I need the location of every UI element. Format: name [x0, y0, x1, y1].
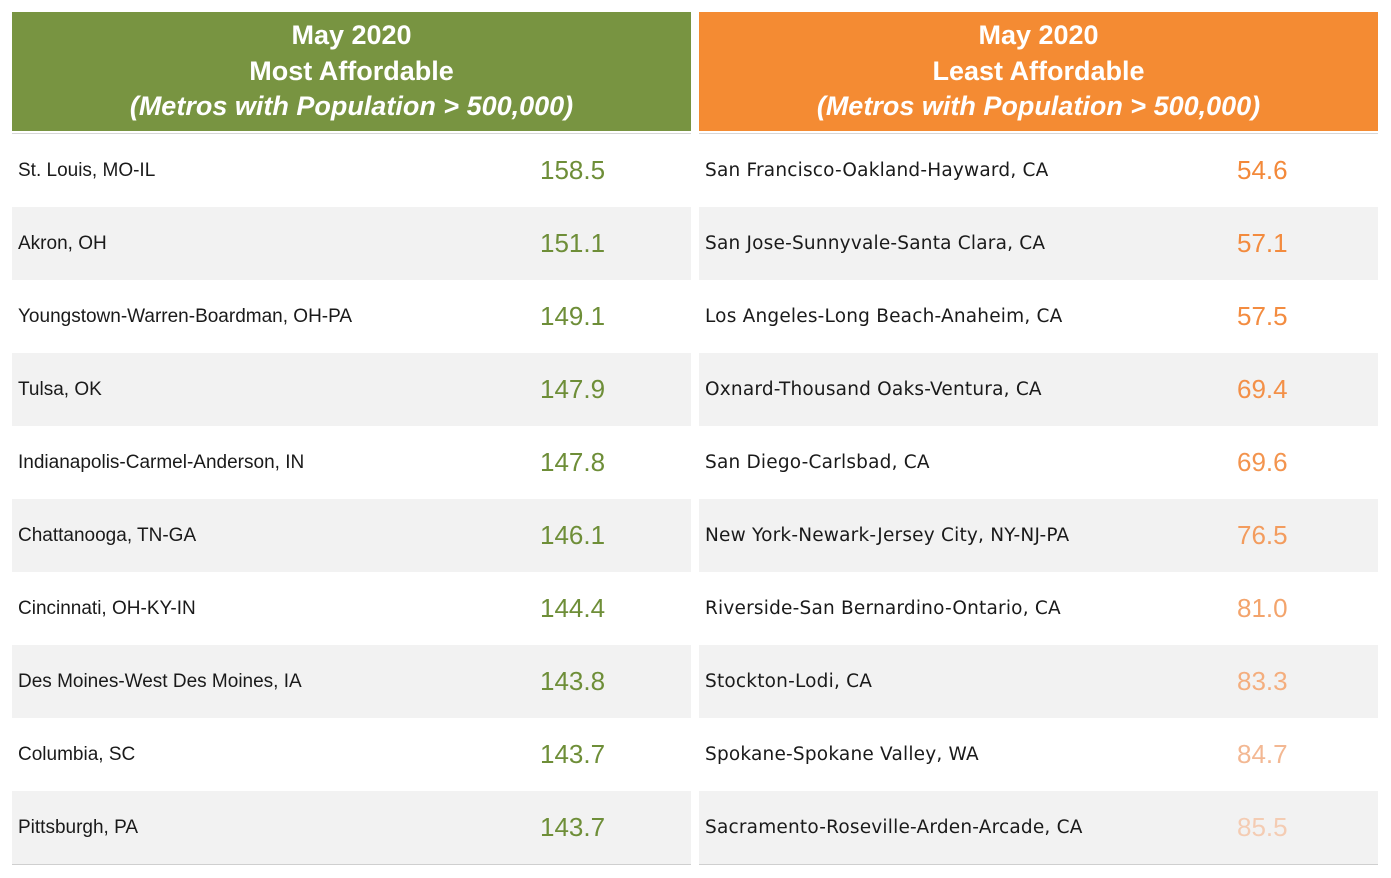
table-row: Chattanooga, TN-GA 146.1: [12, 499, 691, 572]
header-gap: [12, 131, 691, 133]
metro-name: Riverside-San Bernardino-Ontario, CA: [705, 598, 1061, 619]
table-row: Pittsburgh, PA 143.7: [12, 791, 691, 864]
most-affordable-header: May 2020 Most Affordable (Metros with Po…: [12, 12, 691, 131]
table-row: San Diego-Carlsbad, CA 69.6: [699, 426, 1378, 499]
least-affordable-header: May 2020 Least Affordable (Metros with P…: [699, 12, 1378, 131]
affordability-index-value: 81.0: [1237, 593, 1288, 623]
affordability-index-value: 54.6: [1237, 155, 1288, 185]
least-affordable-title-line3: (Metros with Population > 500,000): [816, 91, 1261, 121]
bottom-divider: [12, 864, 691, 865]
table-row: Columbia, SC 143.7: [12, 718, 691, 791]
metro-name: Chattanooga, TN-GA: [18, 525, 197, 546]
table-row: Tulsa, OK 147.9: [12, 353, 691, 426]
table-row: Des Moines-West Des Moines, IA 143.8: [12, 645, 691, 718]
most-affordable-rows: St. Louis, MO-IL 158.5 Akron, OH 151.1 Young…: [12, 134, 691, 864]
affordability-index-value: 143.7: [540, 812, 606, 842]
metro-name: San Jose-Sunnyvale-Santa Clara, CA: [705, 233, 1046, 254]
affordability-index-value: 149.1: [540, 301, 606, 331]
table-row: Spokane-Spokane Valley, WA 84.7: [699, 718, 1378, 791]
metro-name: St. Louis, MO-IL: [18, 160, 156, 181]
metro-name: Youngstown-Warren-Boardman, OH-PA: [18, 306, 353, 327]
table-row: St. Louis, MO-IL 158.5: [12, 134, 691, 207]
least-affordable-rows: San Francisco-Oakland-Hayward, CA 54.6 San…: [699, 134, 1378, 864]
bottom-divider: [699, 864, 1378, 865]
metro-name: Indianapolis-Carmel-Anderson, IN: [18, 452, 305, 473]
metro-name: Des Moines-West Des Moines, IA: [18, 671, 302, 692]
affordability-index-value: 83.3: [1237, 666, 1288, 696]
header-divider: [699, 133, 1378, 134]
affordability-index-value: 143.7: [540, 739, 606, 769]
least-affordable-title-line2: Least Affordable: [932, 55, 1145, 86]
metro-name: New York-Newark-Jersey City, NY-NJ-PA: [705, 525, 1070, 546]
most-affordable-title-line1: May 2020: [291, 20, 412, 50]
table-row: Los Angeles-Long Beach-Anaheim, CA 57.5: [699, 280, 1378, 353]
metro-name: Pittsburgh, PA: [18, 817, 139, 838]
affordability-index-value: 146.1: [540, 520, 606, 550]
table-row: New York-Newark-Jersey City, NY-NJ-PA 76.…: [699, 499, 1378, 572]
table-row: San Francisco-Oakland-Hayward, CA 54.6: [699, 134, 1378, 207]
metro-name: Akron, OH: [18, 233, 107, 254]
table-row: Cincinnati, OH-KY-IN 144.4: [12, 572, 691, 645]
most-affordable-title-line2: Most Affordable: [249, 55, 454, 86]
least-affordable-panel: May 2020 Least Affordable (Metros with P…: [699, 12, 1378, 865]
affordability-index-value: 158.5: [540, 155, 606, 185]
affordability-index-value: 76.5: [1237, 520, 1288, 550]
affordability-index-value: 151.1: [540, 228, 606, 258]
metro-name: Spokane-Spokane Valley, WA: [705, 744, 979, 765]
metro-name: San Diego-Carlsbad, CA: [705, 452, 930, 473]
affordability-index-value: 69.4: [1237, 374, 1288, 404]
table-row: Indianapolis-Carmel-Anderson, IN 147.8: [12, 426, 691, 499]
metro-name: Stockton-Lodi, CA: [705, 671, 873, 692]
header-divider: [12, 133, 691, 134]
affordability-index-value: 84.7: [1237, 739, 1288, 769]
table-row: Oxnard-Thousand Oaks-Ventura, CA 69.4: [699, 353, 1378, 426]
metro-name: San Francisco-Oakland-Hayward, CA: [705, 160, 1049, 181]
affordability-index-value: 144.4: [540, 593, 606, 623]
affordability-index-value: 147.9: [540, 374, 606, 404]
affordability-index-value: 69.6: [1237, 447, 1288, 477]
metro-name: Tulsa, OK: [18, 379, 102, 400]
table-row: Youngstown-Warren-Boardman, OH-PA 149.1: [12, 280, 691, 353]
most-affordable-panel: May 2020 Most Affordable (Metros with Po…: [12, 12, 691, 865]
metro-name: Sacramento-Roseville-Arden-Arcade, CA: [705, 817, 1083, 838]
affordability-index-value: 57.5: [1237, 301, 1288, 331]
table-row: Akron, OH 151.1: [12, 207, 691, 280]
affordability-index-value: 85.5: [1237, 812, 1288, 842]
metro-name: Oxnard-Thousand Oaks-Ventura, CA: [705, 379, 1042, 400]
affordability-index-value: 147.8: [540, 447, 606, 477]
affordability-index-value: 57.1: [1237, 228, 1288, 258]
table-row: Sacramento-Roseville-Arden-Arcade, CA 85.…: [699, 791, 1378, 864]
metro-name: Columbia, SC: [18, 744, 136, 765]
header-gap: [699, 131, 1378, 133]
most-affordable-title-line3: (Metros with Population > 500,000): [129, 91, 574, 121]
metro-name: Cincinnati, OH-KY-IN: [18, 598, 196, 619]
metro-name: Los Angeles-Long Beach-Anaheim, CA: [705, 306, 1063, 327]
table-row: Riverside-San Bernardino-Ontario, CA 81.0: [699, 572, 1378, 645]
affordability-index-value: 143.8: [540, 666, 606, 696]
least-affordable-title-line1: May 2020: [978, 20, 1099, 50]
table-row: Stockton-Lodi, CA 83.3: [699, 645, 1378, 718]
table-row: San Jose-Sunnyvale-Santa Clara, CA 57.1: [699, 207, 1378, 280]
